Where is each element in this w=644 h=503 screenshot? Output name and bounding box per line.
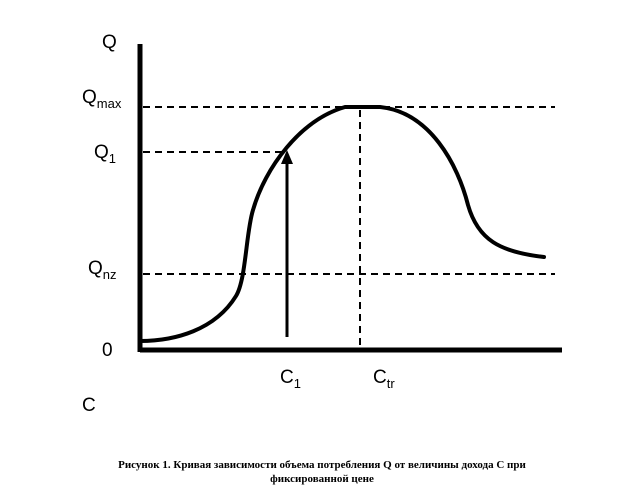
c-tr-label: Ctr [373, 367, 395, 391]
c1-label: C1 [280, 367, 301, 391]
c1-arrowhead [281, 150, 293, 164]
q-nz-label: Qnz [88, 258, 117, 282]
origin-label: 0 [102, 340, 113, 361]
figure-caption-line-1: Рисунок 1. Кривая зависимости объема пот… [118, 459, 526, 471]
figure-caption-line-2: фиксированной цене [270, 473, 374, 485]
q-max-label: Qmax [82, 87, 122, 111]
y-axis-label: Q [102, 32, 117, 53]
consumption-curve [138, 105, 546, 343]
x-axis-label: C [82, 395, 96, 416]
q1-label: Q1 [94, 142, 116, 166]
